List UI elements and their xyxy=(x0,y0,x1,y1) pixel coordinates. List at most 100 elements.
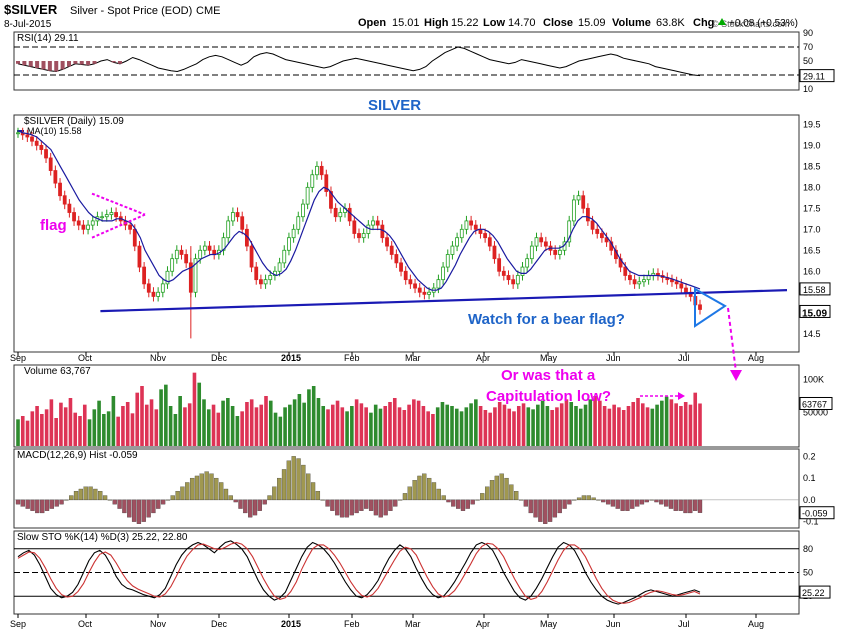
macd-histogram-bar xyxy=(160,499,166,505)
volume-bar xyxy=(82,404,87,446)
volume-bar xyxy=(440,402,445,446)
price-candle-body xyxy=(408,279,413,285)
price-candle-body xyxy=(506,275,511,281)
volume-bar xyxy=(574,406,578,446)
price-candle-body xyxy=(174,249,179,260)
volume-legend: Volume 63,767 xyxy=(24,366,91,377)
volume-bar xyxy=(354,399,359,446)
x-axis-tick-label: Jun xyxy=(606,353,621,363)
support-trendline xyxy=(100,289,788,313)
x-axis-tick-label: Sep xyxy=(10,353,26,363)
price-candle-body xyxy=(30,136,34,142)
price-candle-body xyxy=(623,266,628,276)
macd-histogram-bar xyxy=(146,499,151,518)
volume-bar xyxy=(531,409,535,446)
price-candle-body xyxy=(361,233,366,239)
price-candle-body xyxy=(455,237,459,247)
volume-bar xyxy=(97,400,101,446)
macd-histogram-bar xyxy=(151,499,156,514)
volume-last-value-box xyxy=(799,396,833,410)
rsi-tick-label: 10 xyxy=(803,84,813,94)
volume-bar xyxy=(650,408,655,446)
price-candle-body xyxy=(670,279,674,283)
stochastic-last-value-label: 25.22 xyxy=(802,588,825,598)
macd-histogram-bar xyxy=(552,499,558,518)
macd-histogram-bar xyxy=(509,484,514,501)
macd-histogram-bar xyxy=(518,499,524,501)
price-candle-body xyxy=(296,216,301,230)
volume-bar xyxy=(669,399,674,446)
volume-bar xyxy=(516,406,521,446)
macd-histogram-bar xyxy=(499,473,504,501)
price-candle-body xyxy=(39,144,44,150)
price-candle-body xyxy=(259,279,263,285)
price-candle-body xyxy=(25,134,30,138)
bear-flag-annotation: Watch for a bear flag? xyxy=(468,311,625,328)
volume-bar xyxy=(655,404,659,446)
volume-bar xyxy=(264,396,268,446)
up-arrow-icon xyxy=(718,18,726,25)
macd-histogram-bar xyxy=(562,499,567,509)
price-candle-body xyxy=(515,275,520,285)
macd-histogram-bar xyxy=(591,497,596,501)
macd-histogram-bar xyxy=(397,499,403,501)
price-candle-body xyxy=(230,212,235,222)
price-candle-body xyxy=(534,237,539,247)
volume-bar xyxy=(698,403,702,446)
price-candle-body xyxy=(422,291,427,295)
macd-histogram-bar xyxy=(73,491,79,501)
macd-histogram-bar xyxy=(388,499,393,511)
macd-histogram-bar xyxy=(417,475,422,501)
volume-bar xyxy=(240,411,244,446)
macd-histogram-bar xyxy=(688,499,693,514)
price-candle-body xyxy=(329,191,333,209)
macd-histogram-bar xyxy=(368,499,374,511)
macd-histogram-bar xyxy=(663,499,669,507)
volume-bar xyxy=(555,407,559,446)
volume-bar xyxy=(688,404,693,446)
macd-histogram-bar xyxy=(359,499,364,511)
macd-histogram-bar xyxy=(349,499,354,516)
rsi-plot: 29.11 xyxy=(14,46,835,83)
macd-histogram-bar xyxy=(301,464,306,501)
ma-last-value-label: 15.58 xyxy=(803,285,826,295)
price-candle-body xyxy=(160,283,165,293)
macd-histogram-bar xyxy=(40,499,45,514)
price-candle-body xyxy=(319,165,324,176)
macd-histogram-bar xyxy=(678,499,683,511)
price-candle-body xyxy=(207,245,212,251)
macd-histogram-bar xyxy=(112,499,117,505)
price-tick-label: 17.5 xyxy=(803,203,821,213)
macd-histogram-bar xyxy=(64,499,69,501)
bottom-x-axis-tick-label: Feb xyxy=(344,619,360,629)
volume-bar xyxy=(268,400,273,446)
macd-histogram-bar xyxy=(543,499,548,524)
volume-bar xyxy=(183,407,187,446)
macd-histogram-bar xyxy=(451,499,456,507)
macd-histogram-bar xyxy=(581,495,587,501)
volume-bar xyxy=(226,398,230,446)
volume-bar xyxy=(631,402,636,446)
volume-tick-label: 50000 xyxy=(803,408,828,418)
price-candle-body xyxy=(72,212,76,222)
price-candle-body xyxy=(464,220,469,230)
price-candle-body xyxy=(459,228,464,239)
volume-bar xyxy=(254,407,259,446)
volume-bar xyxy=(693,392,698,446)
price-candle-body xyxy=(170,258,175,272)
volume-bar xyxy=(626,406,631,446)
close-value: 15.09 xyxy=(578,17,606,29)
price-candle-body xyxy=(109,212,114,216)
price-candle-body xyxy=(539,237,544,243)
macd-histogram-bar xyxy=(228,495,233,501)
volume-bar xyxy=(249,399,254,446)
price-tick-label: 14.5 xyxy=(803,329,821,339)
price-last-value-label: 15.09 xyxy=(802,308,827,319)
macd-histogram-bar xyxy=(272,486,277,501)
volume-bar xyxy=(483,410,488,446)
macd-histogram-bar xyxy=(286,460,292,501)
price-tick-label: 19.5 xyxy=(803,119,821,129)
volume-bar xyxy=(445,404,450,446)
price-candle-body xyxy=(273,270,277,276)
rsi-line xyxy=(17,46,701,77)
